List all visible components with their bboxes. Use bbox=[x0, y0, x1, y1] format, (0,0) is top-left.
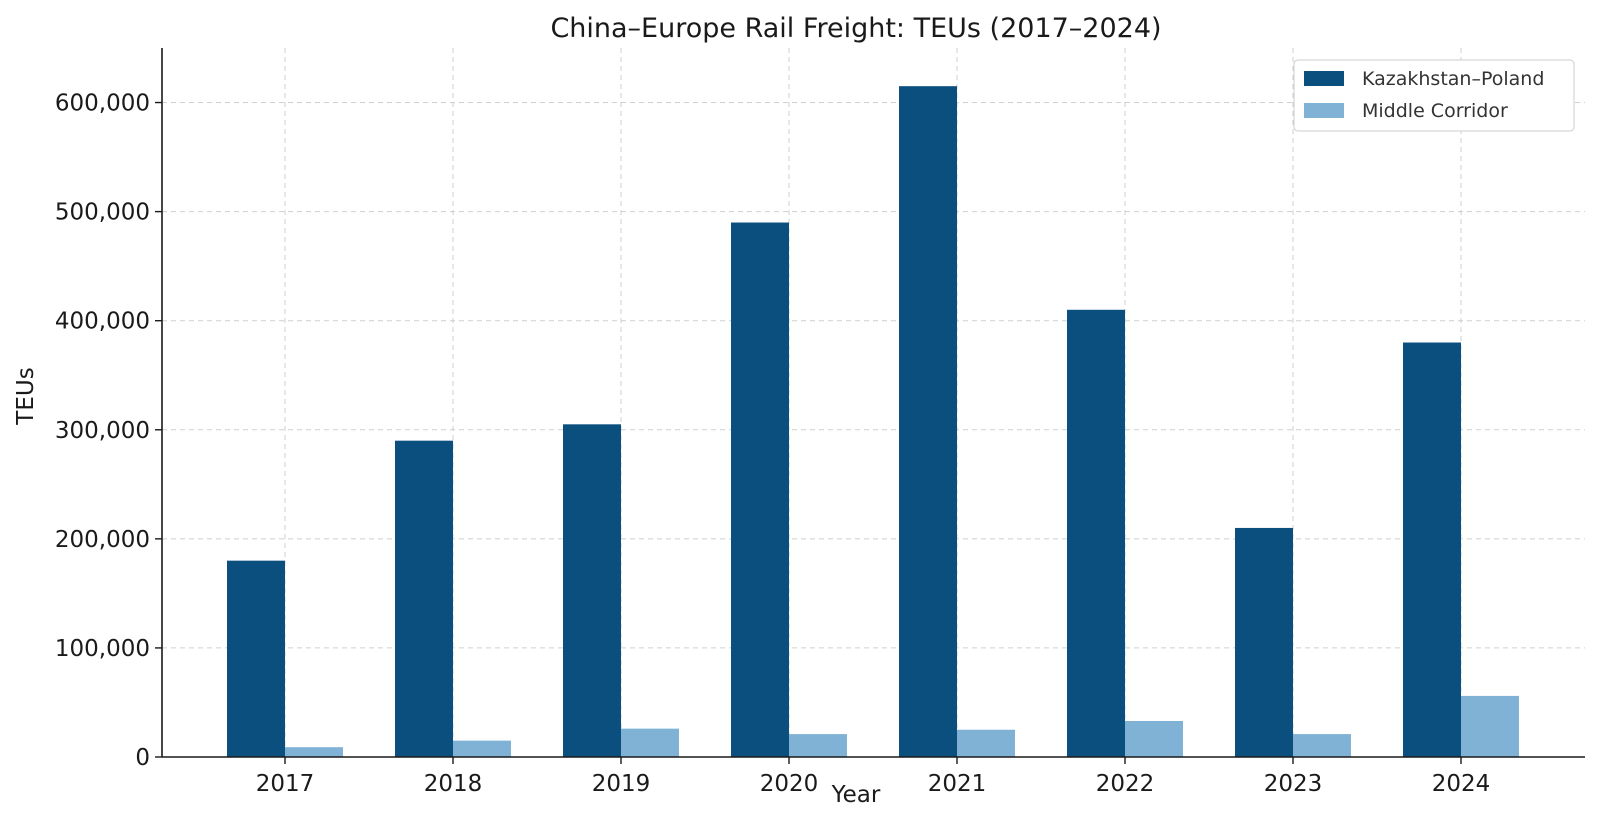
bar-middle-corridor-2020 bbox=[789, 734, 847, 757]
legend-swatch-kazakhstan-poland bbox=[1304, 71, 1344, 86]
bars bbox=[227, 86, 1519, 757]
chart-title: China–Europe Rail Freight: TEUs (2017–20… bbox=[550, 13, 1161, 44]
x-tick-label: 2023 bbox=[1264, 771, 1323, 797]
legend-label-middle-corridor: Middle Corridor bbox=[1362, 100, 1508, 122]
bar-middle-corridor-2024 bbox=[1461, 695, 1519, 757]
bar-middle-corridor-2018 bbox=[453, 740, 511, 757]
legend-label-kazakhstan-poland: Kazakhstan–Poland bbox=[1362, 68, 1544, 90]
y-axis-title: TEUs bbox=[13, 367, 39, 425]
y-tick-label: 200,000 bbox=[55, 527, 150, 553]
bar-kazakhstan-poland-2024 bbox=[1403, 342, 1461, 757]
bar-kazakhstan-poland-2020 bbox=[731, 222, 789, 757]
bar-kazakhstan-poland-2019 bbox=[563, 424, 621, 757]
x-tick-label: 2022 bbox=[1096, 771, 1155, 797]
bar-middle-corridor-2022 bbox=[1125, 721, 1183, 757]
bar-kazakhstan-poland-2018 bbox=[395, 440, 453, 757]
bar-middle-corridor-2019 bbox=[621, 728, 679, 757]
legend-swatch-middle-corridor bbox=[1304, 103, 1344, 118]
y-ticks: 0 100,000 200,000 300,000 400,000 500,000 600,… bbox=[55, 91, 162, 771]
legend: Kazakhstan–Poland Middle Corridor bbox=[1293, 59, 1575, 132]
bar-kazakhstan-poland-2017 bbox=[227, 560, 285, 757]
x-tick-label: 2024 bbox=[1432, 771, 1491, 797]
bar-kazakhstan-poland-2023 bbox=[1235, 527, 1293, 757]
x-tick-label: 2017 bbox=[256, 771, 315, 797]
bar-middle-corridor-2023 bbox=[1293, 734, 1351, 757]
y-tick-label: 500,000 bbox=[55, 200, 150, 226]
legend-box bbox=[1293, 59, 1575, 132]
bar-kazakhstan-poland-2022 bbox=[1067, 309, 1125, 757]
x-ticks: 2017 2018 2019 2020 2021 2022 2023 2024 bbox=[256, 757, 1491, 797]
y-tick-label: 600,000 bbox=[55, 91, 150, 117]
y-tick-label: 0 bbox=[135, 745, 150, 771]
bar-kazakhstan-poland-2021 bbox=[899, 86, 957, 757]
y-tick-label: 300,000 bbox=[55, 418, 150, 444]
x-tick-label: 2018 bbox=[424, 771, 483, 797]
axes bbox=[161, 48, 1585, 758]
bar-middle-corridor-2017 bbox=[285, 747, 343, 757]
bar-middle-corridor-2021 bbox=[957, 729, 1015, 757]
y-tick-label: 400,000 bbox=[55, 309, 150, 335]
x-tick-label: 2019 bbox=[592, 771, 651, 797]
x-tick-label: 2020 bbox=[760, 771, 819, 797]
y-tick-label: 100,000 bbox=[55, 636, 150, 662]
x-tick-label: 2021 bbox=[928, 771, 987, 797]
x-axis-title: Year bbox=[831, 782, 881, 808]
